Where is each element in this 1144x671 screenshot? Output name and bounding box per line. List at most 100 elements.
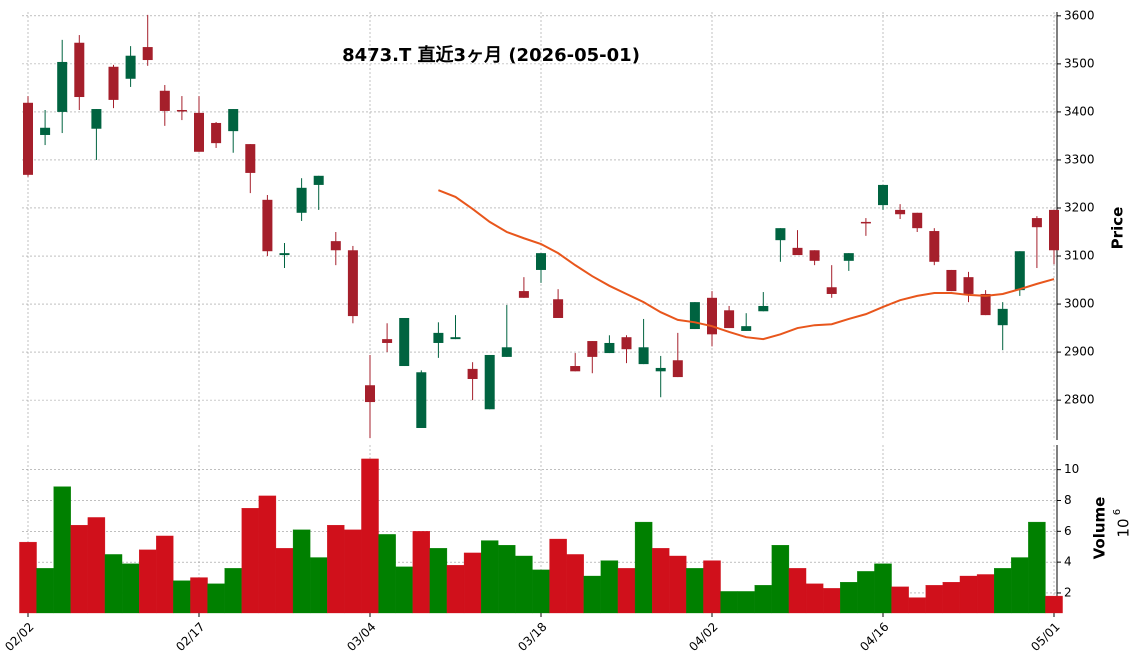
- volume-bar: [686, 568, 704, 614]
- candle-body: [74, 42, 85, 98]
- candle-body: [194, 112, 204, 152]
- volume-bar: [583, 575, 602, 614]
- y-tick-label: 3200: [1064, 200, 1095, 214]
- candle-body: [553, 299, 564, 318]
- volume-bar: [275, 548, 294, 614]
- candle-body: [40, 127, 51, 135]
- volume-bar: [874, 563, 892, 614]
- candle-body: [279, 253, 290, 256]
- x-tick-label: 02/17: [173, 620, 207, 654]
- candle-body: [365, 385, 375, 403]
- volume-bar: [600, 560, 619, 614]
- volume-bar: [498, 545, 516, 614]
- volume-bar: [1028, 521, 1046, 614]
- volume-bar: [788, 568, 807, 614]
- x-tick-label: 04/02: [686, 620, 720, 654]
- y-tick-label: 3300: [1064, 152, 1095, 166]
- candle-body: [518, 291, 529, 298]
- volume-bar: [121, 563, 140, 614]
- candle-body: [211, 122, 222, 144]
- candle-body: [878, 184, 888, 206]
- candle-body: [1031, 218, 1042, 228]
- candle-body: [484, 354, 495, 410]
- candle-body: [262, 199, 273, 252]
- volume-bar: [446, 565, 465, 614]
- volume-bar: [840, 582, 858, 614]
- y-tick-label: 2: [1064, 585, 1072, 599]
- y-tick-label: 4: [1064, 555, 1072, 569]
- candle-body: [980, 293, 991, 316]
- candle-body: [707, 297, 717, 335]
- candle-body: [399, 317, 410, 367]
- candle-body: [912, 212, 923, 229]
- candle-body: [91, 109, 102, 129]
- candle-body: [946, 269, 957, 292]
- volume-bar: [857, 571, 875, 614]
- volume-bar: [412, 531, 431, 614]
- x-tick-label: 02/02: [2, 620, 36, 654]
- volume-bar: [292, 529, 311, 614]
- candle-body: [895, 209, 906, 215]
- volume-scale-exponent: 6: [1112, 509, 1123, 515]
- y-tick-label: 3500: [1064, 56, 1095, 70]
- candle-body: [621, 337, 632, 350]
- volume-bar: [942, 582, 961, 614]
- volume-bar: [669, 555, 687, 614]
- volume-bar: [463, 552, 482, 614]
- candle-body: [347, 250, 358, 317]
- candle-body: [1014, 251, 1025, 291]
- candle-body: [296, 187, 307, 213]
- volume-bar: [737, 591, 755, 614]
- candle-body: [1049, 209, 1059, 251]
- candle-body: [792, 247, 803, 256]
- volume-bar: [908, 597, 926, 614]
- volume-axis-label: Volume: [1091, 497, 1109, 560]
- candle-body: [467, 368, 478, 379]
- y-tick-label: 3000: [1064, 297, 1095, 311]
- candle-body: [450, 337, 461, 340]
- volume-bar: [173, 580, 191, 614]
- volume-bar: [925, 585, 944, 614]
- volume-bar: [976, 574, 995, 614]
- candle-body: [159, 90, 170, 111]
- volume-bar: [720, 591, 738, 614]
- candle-body: [587, 341, 598, 357]
- volume-bar: [344, 529, 362, 614]
- volume-bar: [515, 555, 533, 614]
- y-tick-label: 8: [1064, 493, 1072, 507]
- chart-title: 8473.T 直近3ヶ月 (2026-05-01): [342, 44, 640, 66]
- volume-bar: [361, 458, 379, 614]
- volume-bar: [19, 541, 37, 614]
- volume-bar: [190, 577, 208, 614]
- candle-body: [758, 305, 769, 312]
- volume-bar: [754, 585, 773, 614]
- y-tick-label: 6: [1064, 524, 1072, 538]
- candle-body: [313, 175, 324, 185]
- price-axis-label: Price: [1109, 207, 1127, 250]
- x-tick-label: 05/01: [1028, 620, 1062, 654]
- candle-body: [741, 326, 752, 331]
- volume-bar: [378, 534, 396, 614]
- candle-body: [775, 228, 786, 241]
- candle-body: [142, 47, 153, 61]
- volume-bar: [104, 554, 123, 614]
- volume-bar: [36, 568, 54, 614]
- y-tick-label: 3100: [1064, 249, 1095, 263]
- candle-body: [536, 253, 546, 270]
- volume-bar: [224, 568, 242, 614]
- candle-body: [860, 221, 871, 224]
- volume-bar: [771, 545, 790, 614]
- volume-bar: [994, 568, 1012, 614]
- volume-bar: [549, 538, 567, 614]
- volume-bar: [1011, 557, 1029, 614]
- volume-bar: [617, 568, 636, 614]
- candle-body: [809, 250, 820, 261]
- volume-bar: [138, 549, 157, 614]
- candle-body: [245, 144, 256, 173]
- candle-body: [826, 287, 837, 294]
- candle-body: [655, 367, 666, 372]
- y-tick-label: 2900: [1064, 345, 1095, 359]
- volume-bar: [703, 560, 721, 614]
- volume-bar: [258, 495, 277, 614]
